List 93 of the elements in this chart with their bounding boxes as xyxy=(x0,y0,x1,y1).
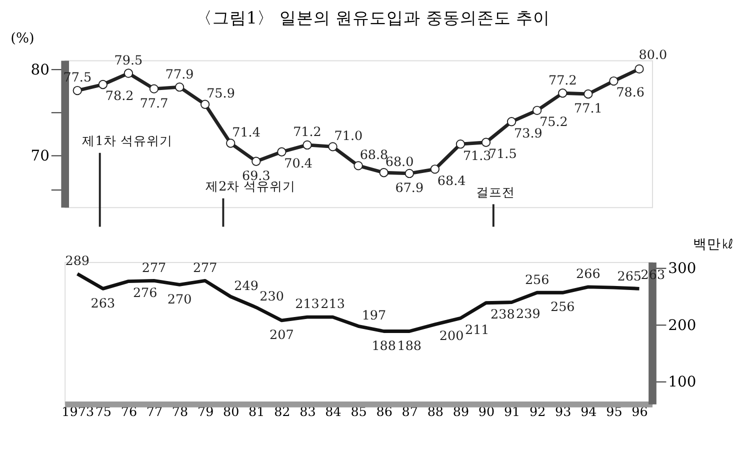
x-tick-label: 75 xyxy=(95,404,112,420)
text: 71.0 xyxy=(334,128,363,143)
text: 70.4 xyxy=(284,156,313,171)
x-tick-label: 78 xyxy=(172,404,188,420)
point xyxy=(200,100,210,109)
data-label: 213 xyxy=(320,296,345,312)
point xyxy=(609,76,618,86)
data-label: 263 xyxy=(90,295,116,310)
x-tick-label: 85 xyxy=(350,404,367,420)
data-label: 211 xyxy=(464,322,490,337)
x-tick-label: 89 xyxy=(452,404,470,420)
data-label: 207 xyxy=(270,327,294,342)
y-axis-title: 백만㎘ xyxy=(692,236,735,252)
point xyxy=(226,138,236,148)
data-label: 256 xyxy=(524,272,550,287)
x-tick-label: 77 xyxy=(146,404,163,420)
x-tick-label: 95 xyxy=(606,404,622,420)
x-tick-label: 91 xyxy=(504,404,520,420)
data-label: 197 xyxy=(362,307,386,322)
x-tick-label: 92 xyxy=(529,404,546,420)
y-tick-label: 300 xyxy=(668,260,696,278)
data-label: 188 xyxy=(397,338,422,353)
point xyxy=(532,106,542,115)
y-axis-title: (%) xyxy=(10,30,34,47)
text: 75.9 xyxy=(206,86,235,101)
text: 73.9 xyxy=(514,125,542,140)
x-tick-label: 81 xyxy=(248,404,265,420)
x-tick-label: 90 xyxy=(478,404,495,420)
text: 75.2 xyxy=(540,114,568,130)
data-label: 200 xyxy=(439,328,464,344)
x-tick-label: 84 xyxy=(325,404,342,420)
point xyxy=(277,147,286,156)
annotation: 걸프전 xyxy=(476,184,515,200)
text: 68.4 xyxy=(437,172,466,188)
point xyxy=(252,156,261,166)
annotation: 제1차 석유위기 xyxy=(82,132,172,148)
x-tick-label: 80 xyxy=(223,404,240,420)
data-label: 213 xyxy=(295,296,320,312)
x-tick-label: 86 xyxy=(376,404,392,420)
data-label: 265 xyxy=(617,268,642,284)
text: 67.9 xyxy=(395,180,424,196)
data-label: 239 xyxy=(516,306,540,321)
text: 77.9 xyxy=(165,66,194,82)
data-label: 277 xyxy=(192,260,218,275)
point xyxy=(584,89,593,99)
text: 77.1 xyxy=(574,100,602,116)
text: 78.2 xyxy=(105,88,134,104)
point xyxy=(354,161,363,170)
data-label: 276 xyxy=(132,284,158,300)
x-tick-label: 87 xyxy=(402,404,418,420)
point xyxy=(634,64,644,74)
y-tick-label: 70 xyxy=(30,148,50,165)
data-label: 256 xyxy=(550,299,575,314)
y-tick-label: 200 xyxy=(668,316,696,334)
point xyxy=(404,168,414,178)
x-tick-label: 96 xyxy=(632,404,648,420)
data-label: 188 xyxy=(372,338,396,353)
x-tick-label: 83 xyxy=(300,404,316,420)
text: 77.7 xyxy=(140,95,168,110)
point xyxy=(481,138,491,147)
point xyxy=(149,84,159,94)
point xyxy=(379,168,388,178)
x-tick-label: 94 xyxy=(580,404,597,420)
point xyxy=(98,80,108,90)
data-label: 230 xyxy=(260,288,284,304)
data-label: 266 xyxy=(576,266,600,282)
point xyxy=(430,164,440,174)
text: 71.4 xyxy=(232,124,260,140)
text: 79.5 xyxy=(114,52,143,68)
text: 80.0 xyxy=(638,47,668,62)
point xyxy=(174,82,184,92)
x-tick-label: 88 xyxy=(427,404,444,420)
point xyxy=(72,86,82,96)
point xyxy=(558,88,568,98)
x-tick-label: 93 xyxy=(555,404,572,420)
x-tick-label: 76 xyxy=(120,404,138,420)
point xyxy=(302,140,312,150)
x-tick-label: 1973 xyxy=(62,404,94,420)
data-label: 270 xyxy=(167,291,192,306)
data-label: 277 xyxy=(142,260,166,275)
chart-title: 〈그림1〉 일본의 원유도입과 중동의존도 추이 xyxy=(195,8,550,28)
point xyxy=(124,68,134,78)
text: 71.2 xyxy=(293,124,322,140)
point xyxy=(506,117,516,126)
text: 77.2 xyxy=(548,72,577,88)
point xyxy=(456,140,466,149)
y-tick-label: 100 xyxy=(668,374,696,391)
data-label: 249 xyxy=(234,278,258,293)
data-label: 238 xyxy=(490,306,515,322)
data-label: 289 xyxy=(65,253,90,268)
point xyxy=(328,142,338,152)
x-tick-label: 79 xyxy=(197,404,214,420)
text: 78.6 xyxy=(616,84,645,100)
